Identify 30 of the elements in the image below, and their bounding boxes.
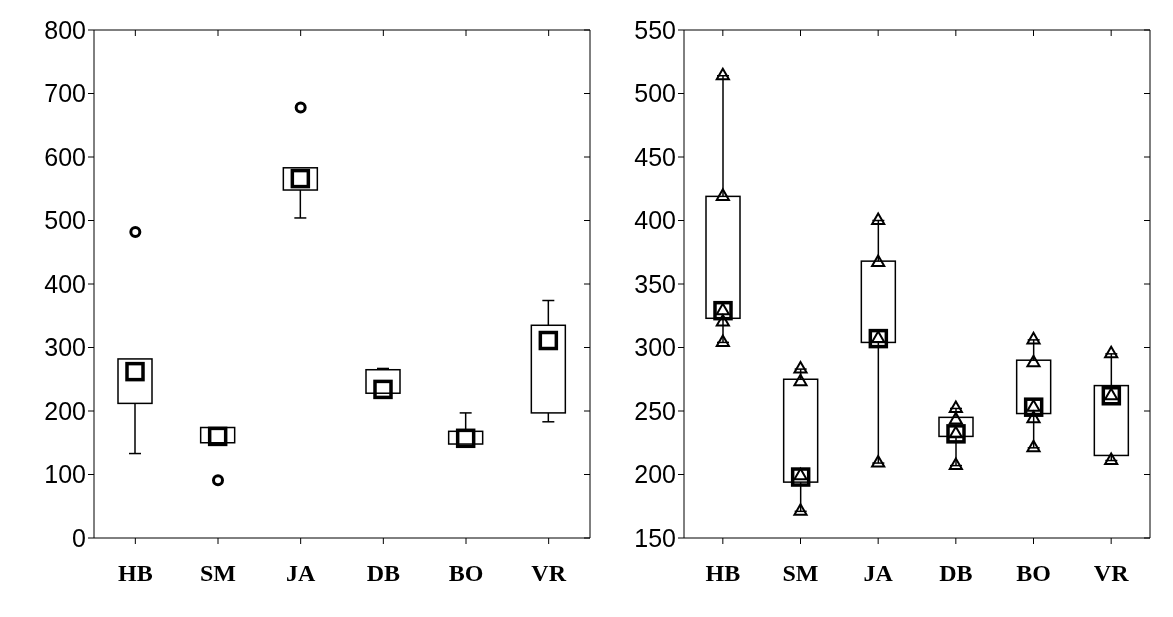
x-tick-label: BO xyxy=(448,560,484,587)
y-tick-label: 800 xyxy=(44,15,86,44)
x-tick-label: HB xyxy=(705,560,741,587)
y-tick-label: 350 xyxy=(634,269,676,298)
y-tick-label: 400 xyxy=(634,206,676,235)
x-tick-label: HB xyxy=(117,560,153,587)
y-tick-label: 450 xyxy=(634,142,676,171)
y-tick-label: 700 xyxy=(44,79,86,108)
y-tick-label: 0 xyxy=(72,523,86,552)
x-tick-label: DB xyxy=(939,560,973,587)
y-tick-label: 500 xyxy=(44,206,86,235)
y-tick-label: 150 xyxy=(634,523,676,552)
x-tick-label: SM xyxy=(782,560,819,587)
x-tick-label: JA xyxy=(863,560,894,587)
x-tick-label: DB xyxy=(366,560,401,587)
x-tick-label: BO xyxy=(1016,560,1051,587)
y-tick-label: 600 xyxy=(44,142,86,171)
y-tick-label: 300 xyxy=(44,333,86,362)
y-tick-label: 200 xyxy=(634,460,676,489)
x-tick-label: SM xyxy=(200,560,236,587)
y-tick-label: 300 xyxy=(634,333,676,362)
y-tick-label: 200 xyxy=(44,396,86,425)
x-tick-label: JA xyxy=(285,560,316,587)
y-tick-label: 100 xyxy=(44,460,86,489)
x-tick-label: VR xyxy=(531,560,567,587)
y-tick-label: 550 xyxy=(634,15,676,44)
x-tick-label: VR xyxy=(1093,560,1130,587)
y-tick-label: 250 xyxy=(634,396,676,425)
y-tick-label: 400 xyxy=(44,269,86,298)
y-tick-label: 500 xyxy=(634,79,676,108)
